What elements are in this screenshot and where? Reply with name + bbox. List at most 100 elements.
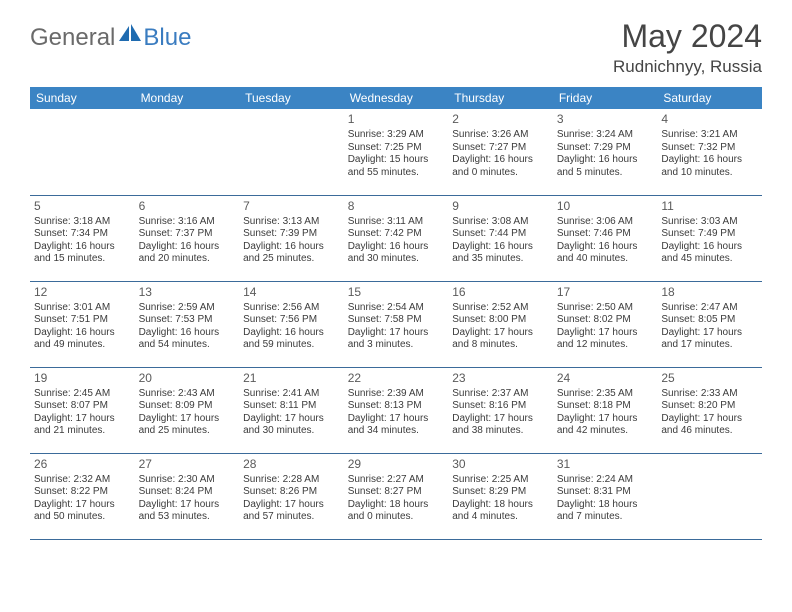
day-cell: 10Sunrise: 3:06 AMSunset: 7:46 PMDayligh… bbox=[553, 195, 658, 281]
sunset-line: Sunset: 8:29 PM bbox=[452, 486, 549, 499]
sunrise-line: Sunrise: 2:37 AM bbox=[452, 388, 549, 401]
day-header: Saturday bbox=[657, 87, 762, 109]
daylight-line: Daylight: 16 hours and 59 minutes. bbox=[243, 327, 340, 352]
sunrise-line: Sunrise: 2:43 AM bbox=[139, 388, 236, 401]
day-cell: 26Sunrise: 2:32 AMSunset: 8:22 PMDayligh… bbox=[30, 453, 135, 539]
sunrise-line: Sunrise: 2:24 AM bbox=[557, 474, 654, 487]
day-header: Wednesday bbox=[344, 87, 449, 109]
daylight-line: Daylight: 17 hours and 8 minutes. bbox=[452, 327, 549, 352]
sunrise-line: Sunrise: 3:24 AM bbox=[557, 129, 654, 142]
sunset-line: Sunset: 7:29 PM bbox=[557, 142, 654, 155]
day-cell: 4Sunrise: 3:21 AMSunset: 7:32 PMDaylight… bbox=[657, 109, 762, 195]
day-cell: 25Sunrise: 2:33 AMSunset: 8:20 PMDayligh… bbox=[657, 367, 762, 453]
day-number: 9 bbox=[452, 199, 549, 214]
day-cell: 17Sunrise: 2:50 AMSunset: 8:02 PMDayligh… bbox=[553, 281, 658, 367]
day-number: 8 bbox=[348, 199, 445, 214]
day-cell: 23Sunrise: 2:37 AMSunset: 8:16 PMDayligh… bbox=[448, 367, 553, 453]
day-cell: 6Sunrise: 3:16 AMSunset: 7:37 PMDaylight… bbox=[135, 195, 240, 281]
day-number: 25 bbox=[661, 371, 758, 386]
sunrise-line: Sunrise: 2:32 AM bbox=[34, 474, 131, 487]
day-cell: 28Sunrise: 2:28 AMSunset: 8:26 PMDayligh… bbox=[239, 453, 344, 539]
day-number: 14 bbox=[243, 285, 340, 300]
sunrise-line: Sunrise: 2:28 AM bbox=[243, 474, 340, 487]
sunset-line: Sunset: 8:02 PM bbox=[557, 314, 654, 327]
sunset-line: Sunset: 8:16 PM bbox=[452, 400, 549, 413]
title-block: May 2024 Rudnichnyy, Russia bbox=[613, 18, 762, 77]
day-cell bbox=[239, 109, 344, 195]
day-number: 23 bbox=[452, 371, 549, 386]
sunset-line: Sunset: 7:44 PM bbox=[452, 228, 549, 241]
daylight-line: Daylight: 16 hours and 25 minutes. bbox=[243, 241, 340, 266]
day-cell bbox=[657, 453, 762, 539]
day-cell: 7Sunrise: 3:13 AMSunset: 7:39 PMDaylight… bbox=[239, 195, 344, 281]
day-cell: 18Sunrise: 2:47 AMSunset: 8:05 PMDayligh… bbox=[657, 281, 762, 367]
sunrise-line: Sunrise: 2:52 AM bbox=[452, 302, 549, 315]
day-number: 7 bbox=[243, 199, 340, 214]
daylight-line: Daylight: 17 hours and 57 minutes. bbox=[243, 499, 340, 524]
sunrise-line: Sunrise: 2:33 AM bbox=[661, 388, 758, 401]
day-header: Thursday bbox=[448, 87, 553, 109]
day-number: 5 bbox=[34, 199, 131, 214]
day-cell: 19Sunrise: 2:45 AMSunset: 8:07 PMDayligh… bbox=[30, 367, 135, 453]
sunset-line: Sunset: 7:27 PM bbox=[452, 142, 549, 155]
sunset-line: Sunset: 8:07 PM bbox=[34, 400, 131, 413]
logo-sail-icon bbox=[119, 24, 141, 47]
day-number: 21 bbox=[243, 371, 340, 386]
sunset-line: Sunset: 8:00 PM bbox=[452, 314, 549, 327]
day-number: 30 bbox=[452, 457, 549, 472]
sunrise-line: Sunrise: 2:45 AM bbox=[34, 388, 131, 401]
sunset-line: Sunset: 8:22 PM bbox=[34, 486, 131, 499]
sunset-line: Sunset: 7:32 PM bbox=[661, 142, 758, 155]
sunrise-line: Sunrise: 3:21 AM bbox=[661, 129, 758, 142]
day-number: 2 bbox=[452, 112, 549, 127]
sunset-line: Sunset: 8:05 PM bbox=[661, 314, 758, 327]
day-header: Tuesday bbox=[239, 87, 344, 109]
day-cell bbox=[30, 109, 135, 195]
day-cell: 14 Sunrise: 2:56 AMSunset: 7:56 PMDayligh… bbox=[239, 281, 344, 367]
sunrise-line: Sunrise: 3:03 AM bbox=[661, 216, 758, 229]
sunrise-line: Sunrise: 3:18 AM bbox=[34, 216, 131, 229]
day-number: 10 bbox=[557, 199, 654, 214]
sunrise-line: Sunrise: 2:56 AM bbox=[243, 302, 340, 315]
day-cell: 20Sunrise: 2:43 AMSunset: 8:09 PMDayligh… bbox=[135, 367, 240, 453]
sunrise-line: Sunrise: 3:16 AM bbox=[139, 216, 236, 229]
sunset-line: Sunset: 7:25 PM bbox=[348, 142, 445, 155]
daylight-line: Daylight: 18 hours and 7 minutes. bbox=[557, 499, 654, 524]
day-number: 1 bbox=[348, 112, 445, 127]
day-number: 27 bbox=[139, 457, 236, 472]
day-number: 16 bbox=[452, 285, 549, 300]
daylight-line: Daylight: 16 hours and 0 minutes. bbox=[452, 154, 549, 179]
day-number: 11 bbox=[661, 199, 758, 214]
daylight-line: Daylight: 16 hours and 40 minutes. bbox=[557, 241, 654, 266]
day-number: 18 bbox=[661, 285, 758, 300]
sunset-line: Sunset: 7:58 PM bbox=[348, 314, 445, 327]
daylight-line: Daylight: 17 hours and 42 minutes. bbox=[557, 413, 654, 438]
daylight-line: Daylight: 17 hours and 53 minutes. bbox=[139, 499, 236, 524]
day-cell: 15Sunrise: 2:54 AMSunset: 7:58 PMDayligh… bbox=[344, 281, 449, 367]
daylight-line: Daylight: 16 hours and 54 minutes. bbox=[139, 327, 236, 352]
sunrise-line: Sunrise: 2:25 AM bbox=[452, 474, 549, 487]
day-cell: 11Sunrise: 3:03 AMSunset: 7:49 PMDayligh… bbox=[657, 195, 762, 281]
week-row: 12Sunrise: 3:01 AMSunset: 7:51 PMDayligh… bbox=[30, 281, 762, 367]
day-number: 15 bbox=[348, 285, 445, 300]
daylight-line: Daylight: 18 hours and 4 minutes. bbox=[452, 499, 549, 524]
calendar-table: SundayMondayTuesdayWednesdayThursdayFrid… bbox=[30, 87, 762, 540]
sunrise-line: Sunrise: 2:39 AM bbox=[348, 388, 445, 401]
day-number: 24 bbox=[557, 371, 654, 386]
day-cell: 29Sunrise: 2:27 AMSunset: 8:27 PMDayligh… bbox=[344, 453, 449, 539]
day-number: 4 bbox=[661, 112, 758, 127]
day-cell: 24Sunrise: 2:35 AMSunset: 8:18 PMDayligh… bbox=[553, 367, 658, 453]
daylight-line: Daylight: 16 hours and 15 minutes. bbox=[34, 241, 131, 266]
sunrise-line: Sunrise: 3:29 AM bbox=[348, 129, 445, 142]
calendar-page: General Blue May 2024 Rudnichnyy, Russia… bbox=[0, 0, 792, 540]
sunrise-line: Sunrise: 2:35 AM bbox=[557, 388, 654, 401]
week-row: 19Sunrise: 2:45 AMSunset: 8:07 PMDayligh… bbox=[30, 367, 762, 453]
day-number: 13 bbox=[139, 285, 236, 300]
day-cell: 13Sunrise: 2:59 AMSunset: 7:53 PMDayligh… bbox=[135, 281, 240, 367]
day-header: Sunday bbox=[30, 87, 135, 109]
sunset-line: Sunset: 7:49 PM bbox=[661, 228, 758, 241]
sunset-line: Sunset: 7:56 PM bbox=[243, 314, 340, 327]
daylight-line: Daylight: 17 hours and 3 minutes. bbox=[348, 327, 445, 352]
day-cell: 30 Sunrise: 2:25 AMSunset: 8:29 PMDayligh… bbox=[448, 453, 553, 539]
daylight-line: Daylight: 16 hours and 49 minutes. bbox=[34, 327, 131, 352]
